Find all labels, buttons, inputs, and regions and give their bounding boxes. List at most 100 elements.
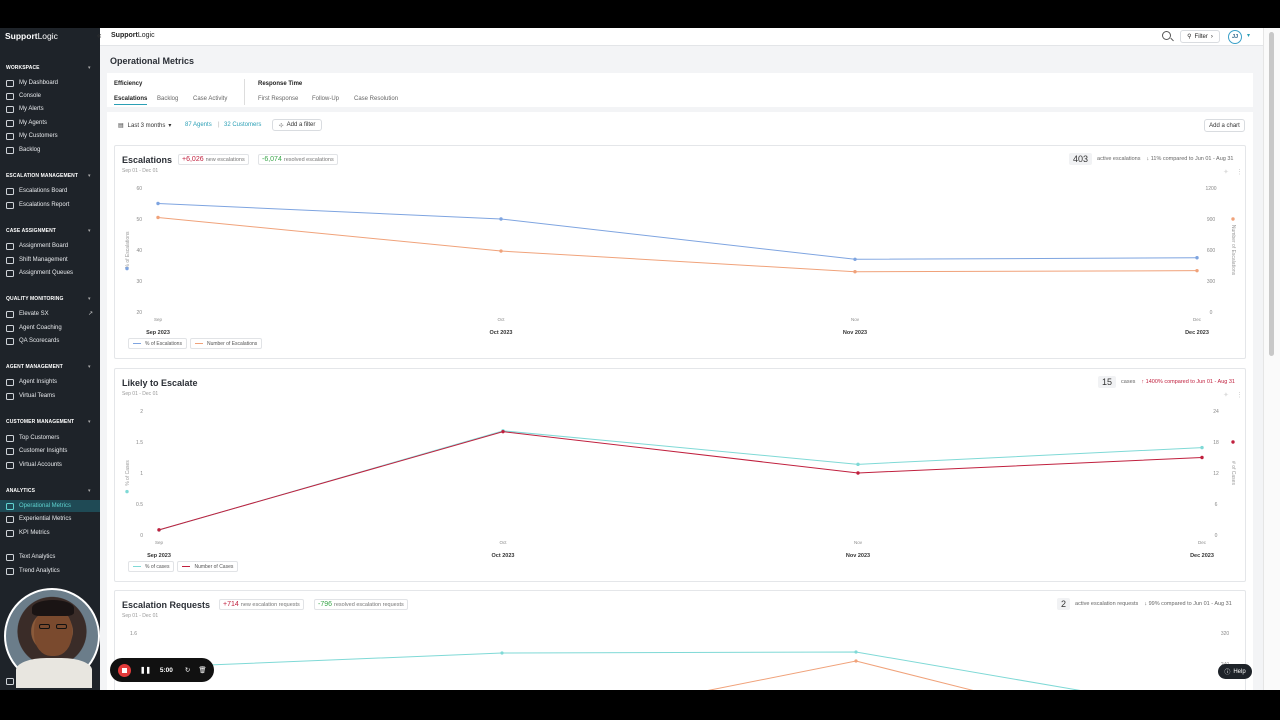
chevron-down-icon[interactable]: ▾: [88, 228, 91, 234]
tab-backlog[interactable]: Backlog: [157, 96, 179, 102]
series-line-1: [158, 431, 1203, 531]
tab-first-response[interactable]: First Response: [258, 96, 299, 102]
y-axis-label-left: % of Cases: [125, 460, 131, 486]
customers-filter[interactable]: 32 Customers: [224, 122, 262, 128]
restart-icon[interactable]: ↻: [184, 667, 191, 674]
sidebar-item-virtual-accounts[interactable]: Virtual Accounts: [6, 459, 100, 471]
add-filter-button[interactable]: ⊹ Add a filter: [272, 119, 322, 131]
chevron-down-icon[interactable]: ▾: [88, 173, 91, 179]
y-tick-right: 0: [1215, 533, 1218, 539]
trend-icon: [6, 567, 14, 575]
sidebar-item-qa-scorecards[interactable]: QA Scorecards: [6, 335, 100, 347]
x-category-label: Nov 2023: [846, 553, 870, 559]
data-point: [501, 429, 505, 434]
tab-escalations[interactable]: Escalations: [114, 96, 148, 105]
legend-pct-cases[interactable]: % of cases: [128, 561, 175, 572]
resolved-requests-pill: -796 resolved escalation requests: [314, 599, 408, 610]
metric-tabs: Efficiency Response Time Escalations Bac…: [107, 73, 1253, 107]
collapse-sidebar-icon[interactable]: «: [97, 31, 102, 40]
filter-button[interactable]: ⚲ Filter ›: [1180, 30, 1220, 43]
sidebar-item-trend-analytics[interactable]: Trend Analytics: [6, 565, 100, 577]
sidebar-item-virtual-teams[interactable]: Virtual Teams: [6, 390, 100, 402]
sidebar-item-assignment-queues[interactable]: Assignment Queues: [6, 267, 100, 279]
y-tick-left: 1.6: [130, 631, 137, 637]
sidebar-item-assignment-board[interactable]: Assignment Board: [6, 240, 100, 252]
help-button[interactable]: ⓘ Help: [1218, 664, 1252, 679]
date-range-select[interactable]: ▤ Last 3 months ▾: [118, 122, 172, 130]
chevron-down-icon[interactable]: ▾: [88, 65, 91, 71]
data-point: [1200, 455, 1204, 460]
legend-number-cases[interactable]: Number of Cases: [177, 561, 239, 572]
trash-icon[interactable]: 🗑: [198, 667, 207, 674]
settings-icon: [6, 677, 14, 685]
x-category-label: Oct 2023: [492, 553, 515, 559]
x-category-label: Sep 2023: [146, 330, 170, 336]
sidebar-item-agent-insights[interactable]: Agent Insights: [6, 376, 100, 388]
series-line-0: [157, 203, 1198, 260]
escalation-requests-chart: 1.6 320 240: [130, 631, 1230, 690]
sidebar-item-experiential-metrics[interactable]: Experiential Metrics: [6, 513, 100, 525]
chevron-down-icon[interactable]: ▾: [88, 419, 91, 425]
legend-swatch: [182, 565, 191, 568]
escalation-requests-chart-card: Escalation Requests Sep 01 - Dec 01 +714…: [114, 590, 1246, 690]
tab-follow-up[interactable]: Follow-Up: [312, 96, 340, 102]
legend-pct-escalations[interactable]: % of Escalations: [128, 338, 187, 349]
tab-group-efficiency: Efficiency: [114, 81, 143, 87]
section-workspace[interactable]: WORKSPACE: [6, 65, 40, 71]
tab-case-activity[interactable]: Case Activity: [193, 96, 228, 102]
section-customer-management[interactable]: CUSTOMER MANAGEMENT: [6, 419, 75, 425]
tab-case-resolution[interactable]: Case Resolution: [354, 96, 399, 102]
avatar[interactable]: JJ: [1228, 30, 1242, 44]
brand-logo[interactable]: SupportLogic: [5, 31, 58, 41]
data-point: [1195, 268, 1199, 273]
page-title: Operational Metrics: [110, 56, 195, 66]
chart-legend: % of Escalations Number of Escalations: [128, 338, 263, 349]
add-chart-button[interactable]: Add a chart: [1204, 119, 1245, 132]
sidebar-item-escalations-board[interactable]: Escalations Board: [6, 185, 100, 197]
sidebar-item-my-alerts[interactable]: My Alerts: [6, 103, 100, 115]
webcam-hair: [32, 600, 74, 616]
section-escalation-management[interactable]: ESCALATION MANAGEMENT: [6, 173, 79, 179]
sidebar-item-backlog[interactable]: Backlog: [6, 144, 100, 156]
sidebar-item-my-dashboard[interactable]: My Dashboard: [6, 77, 100, 89]
chevron-down-icon[interactable]: ▾: [88, 364, 91, 370]
y-tick-right: 12: [1213, 471, 1219, 477]
divider: [244, 79, 245, 105]
external-link-icon[interactable]: ↗: [88, 311, 94, 317]
sidebar-item-text-analytics[interactable]: Text Analytics: [6, 551, 100, 563]
section-analytics[interactable]: ANALYTICS: [6, 488, 36, 494]
pause-icon[interactable]: ❚❚: [140, 667, 151, 674]
y-tick-right: 320: [1221, 631, 1230, 637]
escalations-chart: 60 50 40 30 20 1200 900 600 300 0 % of Escalations…: [125, 168, 1243, 336]
sidebar-item-customer-insights[interactable]: Customer Insights: [6, 445, 100, 457]
series-line-1: [157, 216, 1198, 273]
stop-recording-button[interactable]: [118, 663, 131, 677]
sidebar-item-top-customers[interactable]: Top Customers: [6, 432, 100, 444]
vertical-scrollbar[interactable]: [1263, 28, 1280, 690]
section-case-assignment[interactable]: CASE ASSIGNMENT: [6, 228, 56, 234]
sidebar-item-operational-metrics[interactable]: Operational Metrics: [0, 500, 100, 512]
section-quality-monitoring[interactable]: QUALITY MONITORING: [6, 296, 64, 302]
agents-filter[interactable]: 87 Agents: [185, 122, 212, 128]
chevron-down-icon[interactable]: ▾: [1247, 33, 1251, 39]
x-tick-label: Oct: [497, 317, 505, 322]
y-tick-left: 50: [136, 217, 142, 223]
sidebar-item-escalations-report[interactable]: Escalations Report: [6, 199, 100, 211]
brand-logo-top[interactable]: SupportLogic: [111, 32, 155, 39]
y-tick-left: 1.5: [136, 440, 143, 446]
y-tick-right: 18: [1213, 440, 1219, 446]
chevron-down-icon[interactable]: ▾: [88, 296, 91, 302]
section-agent-management[interactable]: AGENT MANAGEMENT: [6, 364, 63, 370]
sidebar-item-kpi-metrics[interactable]: KPI Metrics: [6, 527, 100, 539]
active-escalations-stat: 403 active escalations ↓ 11% compared to J…: [1069, 153, 1234, 165]
sidebar-item-my-customers[interactable]: My Customers: [6, 130, 100, 142]
sidebar-item-shift-management[interactable]: Shift Management: [6, 254, 100, 266]
sidebar-item-my-agents[interactable]: My Agents: [6, 117, 100, 129]
search-icon[interactable]: [1162, 31, 1171, 40]
sidebar-item-agent-coaching[interactable]: Agent Coaching: [6, 322, 100, 334]
legend-number-escalations[interactable]: Number of Escalations: [189, 338, 263, 349]
sidebar-item-console[interactable]: Console: [6, 90, 100, 102]
sidebar-item-elevate-sx[interactable]: Elevate SX: [6, 308, 100, 320]
scrollbar-thumb[interactable]: [1269, 32, 1274, 356]
chevron-down-icon[interactable]: ▾: [88, 488, 91, 494]
